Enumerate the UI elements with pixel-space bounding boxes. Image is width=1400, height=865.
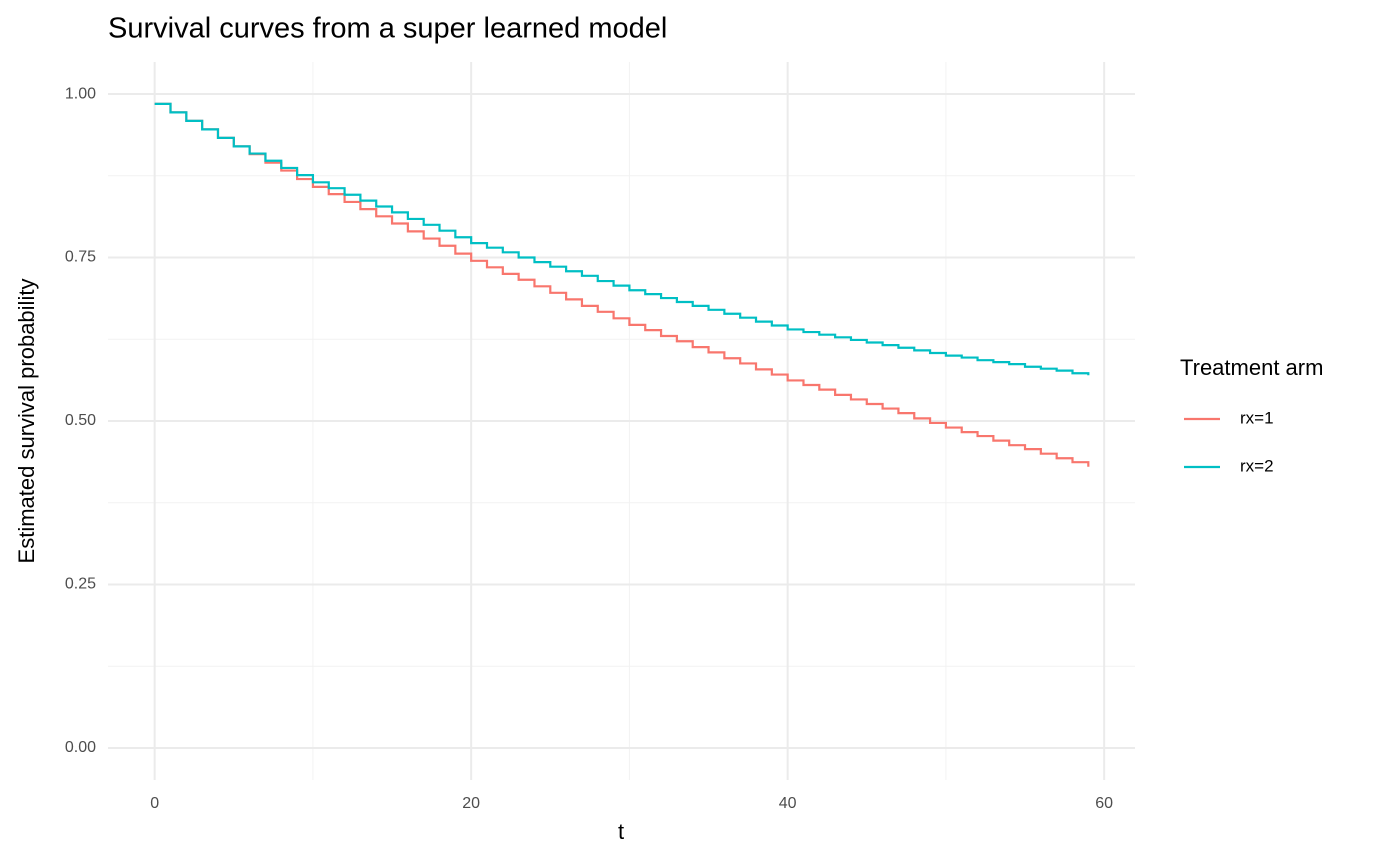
survival-curve [154, 102, 1090, 467]
y-tick-label: 0.00 [65, 739, 96, 756]
legend-title: Treatment arm [1180, 355, 1323, 380]
y-tick-label: 0.75 [65, 249, 96, 266]
x-tick-label: 60 [1095, 795, 1113, 812]
y-tick-label: 1.00 [65, 85, 96, 102]
x-axis-label: t [618, 819, 624, 844]
chart-title: Survival curves from a super learned mod… [108, 13, 667, 45]
legend-label: rx=1 [1240, 408, 1274, 427]
x-tick-label: 20 [462, 795, 480, 812]
y-axis-label: Estimated survival probability [14, 279, 39, 564]
survival-curve [154, 102, 1090, 376]
x-tick-label: 40 [779, 795, 797, 812]
legend-label: rx=2 [1240, 456, 1274, 475]
y-tick-label: 0.50 [65, 412, 96, 429]
x-tick-label: 0 [150, 795, 159, 812]
y-tick-label: 0.25 [65, 576, 96, 593]
